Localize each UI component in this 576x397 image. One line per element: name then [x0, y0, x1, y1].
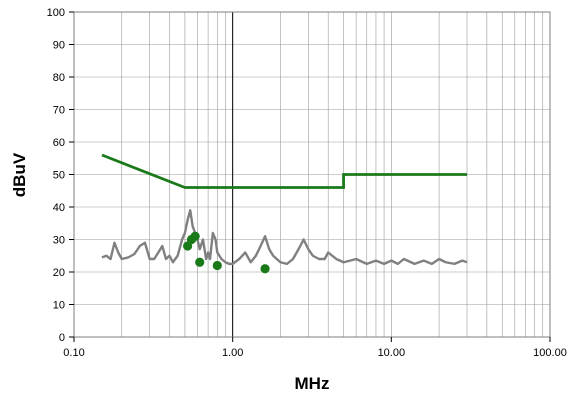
x-tick-label: 100.00 [533, 347, 567, 359]
y-tick-label: 10 [53, 300, 65, 312]
y-tick-label: 40 [53, 202, 65, 214]
y-tick-label: 0 [59, 332, 65, 344]
measured-trace [101, 209, 468, 266]
series [101, 153, 468, 274]
y-tick-label: 30 [53, 235, 65, 247]
x-tick-label: 10.00 [378, 347, 406, 359]
y-tick-label: 80 [53, 72, 65, 84]
y-axis-title: dBuV [10, 152, 29, 197]
x-axis-title: MHz [295, 374, 330, 393]
x-tick-label: 0.10 [63, 347, 84, 359]
measured-point [260, 264, 270, 274]
measured-point [212, 260, 222, 271]
y-tick-label: 90 [53, 40, 65, 52]
y-tick-label: 20 [53, 267, 65, 279]
limit-line [101, 153, 468, 189]
y-tick-label: 100 [47, 7, 65, 19]
y-tick-label: 70 [53, 105, 65, 117]
measured-point [195, 257, 205, 267]
tick-labels: 0.10 1.00 10.00 100.00 0 10 20 30 40 50 60 70 80 90 10… [47, 7, 567, 359]
grid [74, 12, 550, 337]
measured-point [190, 231, 200, 241]
y-tick-label: 50 [53, 170, 65, 182]
y-tick-label: 60 [53, 137, 65, 149]
x-tick-label: 1.00 [222, 347, 243, 359]
